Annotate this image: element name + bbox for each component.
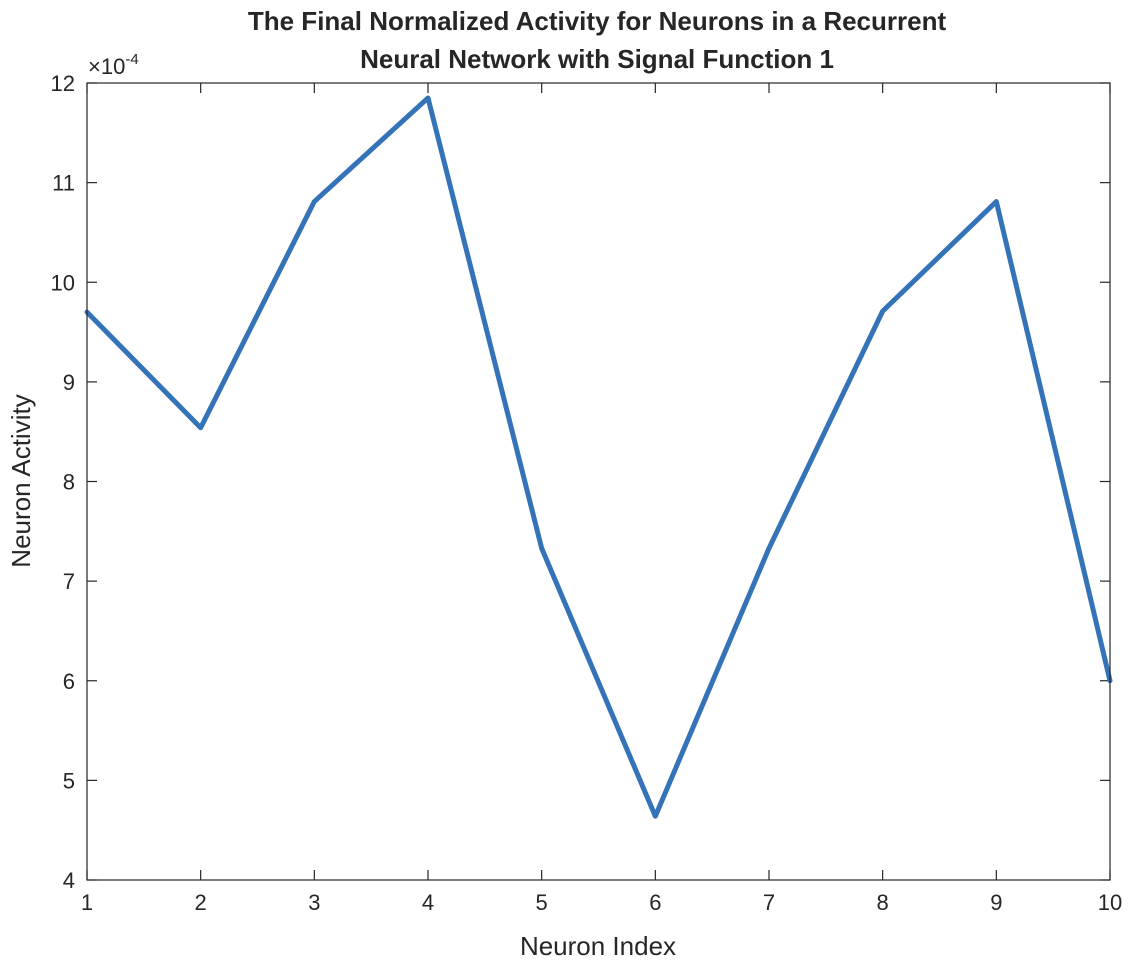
chart-title-line-2: Neural Network with Signal Function 1 bbox=[360, 44, 834, 74]
x-tick-label: 3 bbox=[308, 890, 320, 915]
y-axis-multiplier: ×10-4 bbox=[88, 51, 139, 79]
x-tick-label: 5 bbox=[536, 890, 548, 915]
y-tick-label: 11 bbox=[52, 171, 75, 196]
x-tick-label: 7 bbox=[763, 890, 775, 915]
chart-title-line-1: The Final Normalized Activity for Neuron… bbox=[248, 6, 947, 36]
y-axis-multiplier-exponent: -4 bbox=[125, 51, 138, 68]
x-tick-label: 1 bbox=[81, 890, 93, 915]
plot-frame bbox=[86, 82, 1111, 881]
x-tick-label: 8 bbox=[877, 890, 889, 915]
x-axis-label: Neuron Index bbox=[520, 931, 676, 961]
y-axis-label: Neuron Activity bbox=[6, 394, 36, 567]
y-tick-label: 12 bbox=[51, 71, 75, 96]
y-tick-label: 7 bbox=[63, 569, 75, 594]
x-tick-label: 2 bbox=[195, 890, 207, 915]
x-tick-label: 9 bbox=[990, 890, 1002, 915]
y-axis-multiplier-base: ×10 bbox=[88, 54, 125, 79]
x-tick-label: 4 bbox=[422, 890, 434, 915]
y-tick-label: 5 bbox=[63, 768, 75, 793]
y-tick-label: 6 bbox=[63, 669, 75, 694]
x-tick-label: 6 bbox=[649, 890, 661, 915]
series-line bbox=[84, 95, 1113, 819]
y-tick-label: 10 bbox=[51, 270, 75, 295]
y-tick-label: 9 bbox=[63, 370, 75, 395]
x-tick-label: 10 bbox=[1098, 890, 1122, 915]
y-tick-label: 4 bbox=[63, 868, 75, 893]
y-tick-label: 8 bbox=[63, 470, 75, 495]
